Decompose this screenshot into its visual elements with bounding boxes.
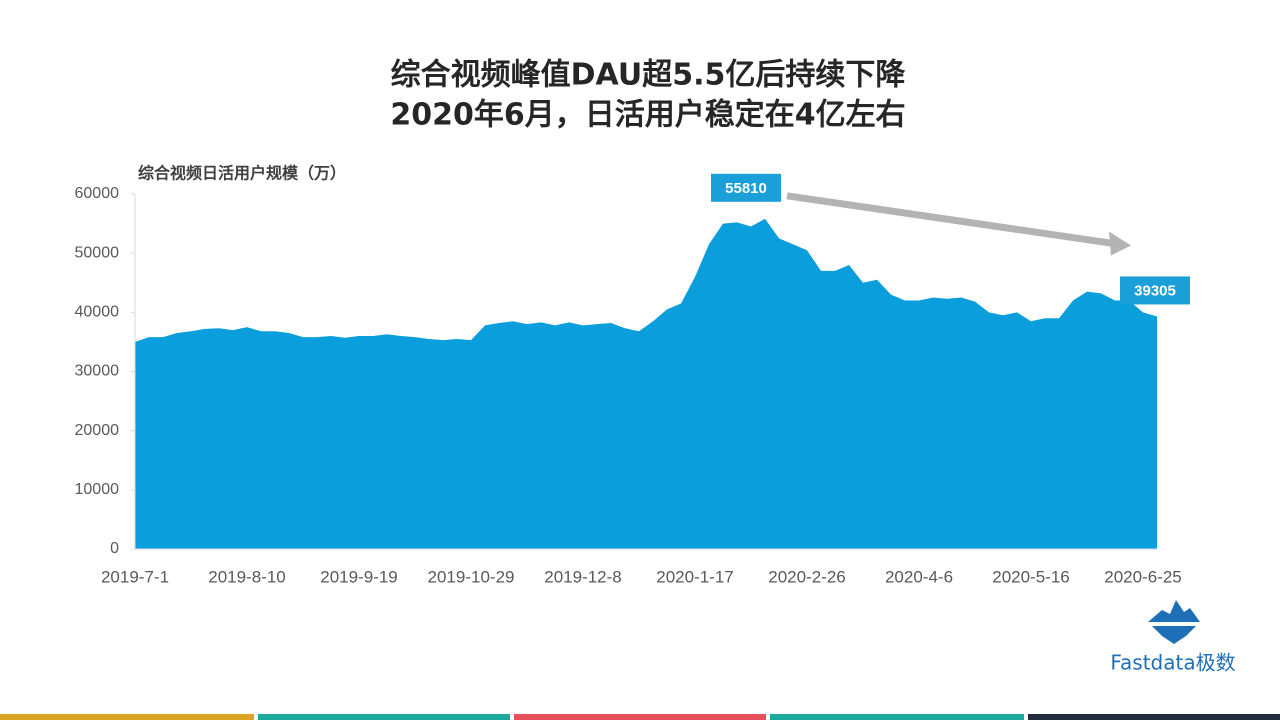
value-label-box [1120,276,1190,305]
y-tick-label: 10000 [75,481,120,498]
footer-bar [258,714,510,720]
x-tick-label: 2020-4-6 [885,567,953,586]
x-tick-label: 2020-2-26 [768,567,846,586]
y-axis-label: 综合视频日活用户规模（万） [138,164,346,183]
footer-bar [0,714,254,720]
x-tick-label: 2020-5-16 [992,567,1070,586]
value-label-text: 39305 [1134,282,1176,299]
trend-arrow [786,192,1114,247]
footer-bar [770,714,1024,720]
value-label-text: 55810 [725,180,767,197]
chart-title: 综合视频峰值DAU超5.5亿后持续下降 [391,58,907,93]
y-tick-label: 0 [110,540,119,557]
area [135,218,1157,549]
y-tick-label: 30000 [75,363,120,380]
y-tick-label: 40000 [75,304,120,321]
footer-bar [1028,714,1280,720]
footer-bar [514,714,766,720]
y-tick-label: 50000 [75,244,120,261]
value-label: 39305 [1120,276,1190,305]
y-tick-label: 60000 [75,185,120,202]
x-tick-label: 2019-10-29 [428,567,515,586]
x-tick-label: 2019-8-10 [208,567,286,586]
value-label: 55810 [711,173,781,202]
trend-arrow-head [1109,231,1131,256]
chart-title: 2020年6月，日活用户稳定在4亿左右 [390,98,905,133]
x-tick-label: 2019-7-1 [101,567,169,586]
x-tick-label: 2020-6-25 [1104,567,1182,586]
x-tick-label: 2019-9-19 [320,567,398,586]
x-tick-label: 2019-12-8 [544,567,622,586]
x-tick-label: 2020-1-17 [656,567,734,586]
logo-icon [1148,600,1200,644]
logo-text: Fastdata极数 [1110,651,1235,675]
y-tick-label: 20000 [75,422,120,439]
value-label-box [711,173,781,202]
